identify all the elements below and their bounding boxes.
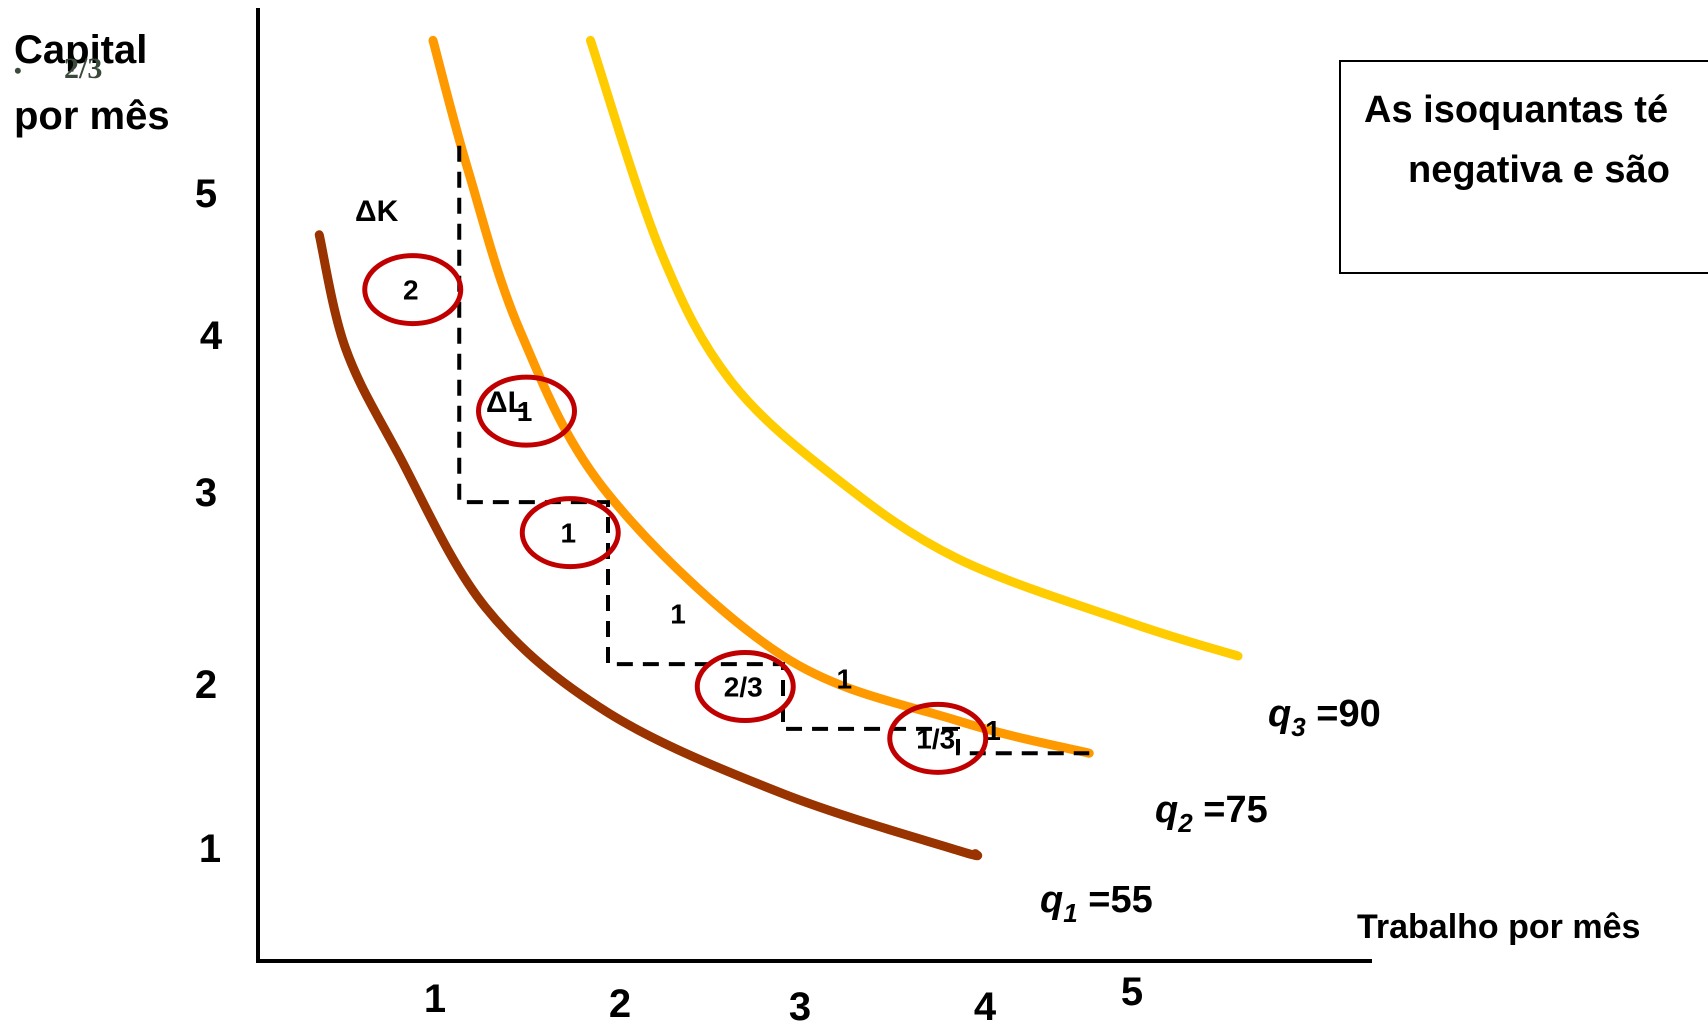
mrts-circle — [519, 496, 621, 570]
mrts-circle — [887, 701, 989, 775]
x-tick-label: 2 — [609, 982, 631, 1024]
mrts-value: 1 — [517, 396, 533, 427]
info-box-line1: As isoquantas té — [1364, 89, 1668, 131]
isoquant-label: q2 =75 — [1155, 789, 1268, 838]
mrts-circle — [694, 650, 796, 723]
step-label: 1 — [670, 599, 686, 630]
mrts-value: 2 — [403, 275, 419, 306]
isoquant-curve — [586, 35, 1243, 661]
isoquant-label: q3 =90 — [1268, 693, 1381, 742]
isoquant-curve — [314, 230, 983, 861]
overlay-fraction: 2/3 — [64, 52, 102, 85]
delta-k-label: ΔK — [355, 195, 399, 228]
isoquant-label: q1 =55 — [1040, 879, 1153, 928]
y-tick-label: 2 — [195, 663, 217, 707]
step-label: 1 — [836, 663, 852, 694]
step-label: 1 — [985, 715, 1001, 746]
mrts-value: 2/3 — [724, 672, 763, 703]
y-tick-label: 3 — [195, 471, 217, 515]
mrts-value: 1 — [560, 518, 576, 549]
isoquant-curve — [428, 35, 1094, 758]
y-tick-label: 4 — [200, 314, 223, 358]
x-tick-label: 3 — [789, 985, 811, 1024]
mrts-value: 1/3 — [916, 723, 955, 754]
info-box — [1339, 60, 1708, 274]
x-tick-label: 4 — [974, 985, 997, 1024]
y-axis-label-line1: Capital — [14, 28, 147, 72]
mrts-circle — [362, 253, 464, 327]
mrts-circles: 2 1 1 2/3 1/3 — [362, 253, 989, 775]
isoquant-curves — [314, 35, 1243, 861]
info-box-line2: negativa e são — [1408, 149, 1670, 191]
mrts-circle — [476, 374, 577, 448]
overlay-bullet: • — [14, 58, 22, 83]
x-tick-label: 1 — [424, 977, 446, 1021]
y-tick-label: 1 — [199, 827, 221, 871]
delta-l-label: ΔL — [486, 386, 526, 419]
y-tick-label: 5 — [195, 172, 217, 216]
tick-labels: 1 2 3 4 5 1 2 3 4 5 — [195, 172, 1143, 1024]
y-axis-label-line2: por mês — [14, 94, 170, 138]
x-axis-label: Trabalho por mês — [1357, 908, 1640, 946]
x-tick-label: 5 — [1121, 970, 1143, 1014]
